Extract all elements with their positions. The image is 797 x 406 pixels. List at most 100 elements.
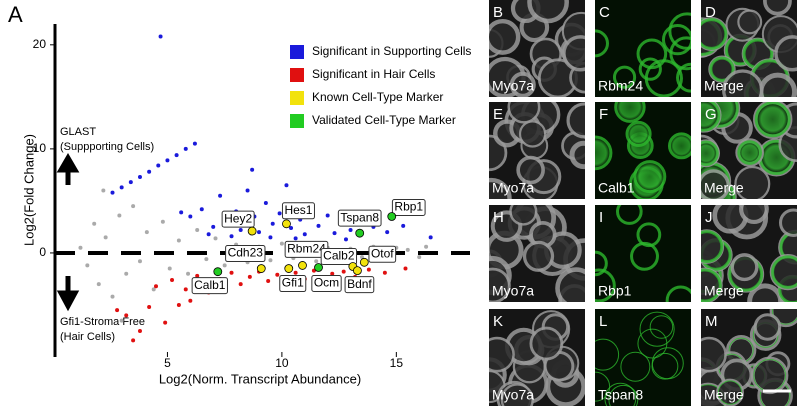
y-tick-label: 0 [39, 245, 46, 259]
point [229, 234, 234, 239]
cell [522, 240, 555, 272]
point [156, 163, 161, 168]
micrograph: H Myo7a [489, 205, 585, 302]
point [154, 284, 158, 289]
marker-point [353, 266, 362, 276]
legend-label: Validated Cell-Type Marker [312, 113, 456, 127]
panel-label: Tspan8 [598, 387, 643, 403]
x-tick-label: 15 [390, 356, 404, 370]
legend-label: Known Cell-Type Marker [312, 90, 443, 104]
cell [529, 326, 564, 361]
point [229, 270, 234, 275]
point [417, 255, 422, 260]
point [128, 180, 133, 185]
annotation: Gfi1-Stroma Free [60, 316, 145, 328]
point [170, 277, 175, 282]
point [119, 185, 124, 190]
image [489, 102, 585, 199]
gene-label-text: Calb1 [194, 278, 226, 292]
image [595, 309, 691, 406]
point [117, 213, 122, 218]
point [78, 245, 83, 250]
point [343, 237, 348, 242]
green-signal [620, 351, 651, 382]
point [245, 188, 250, 193]
gene-label: Rbp1 [391, 199, 426, 217]
point [167, 266, 172, 271]
panel-letter: M [705, 313, 718, 330]
gene-label: Calb1 [191, 277, 228, 295]
x-tick-label: 5 [164, 356, 171, 370]
gene-label-text: Hes1 [284, 203, 312, 217]
green-signal [638, 57, 662, 81]
image-bg [595, 0, 691, 97]
image [701, 102, 797, 199]
green-signal [701, 268, 722, 302]
marker-point [359, 257, 369, 267]
point [183, 287, 188, 292]
annotation: GLAST [60, 126, 96, 138]
x-axis-label: Log2(Norm. Transcript Abundance) [159, 371, 361, 386]
panel-label: Merge [704, 180, 744, 196]
point [131, 204, 136, 209]
point [257, 230, 261, 235]
cell [774, 35, 797, 72]
point [103, 235, 108, 240]
point [289, 225, 294, 230]
point [92, 221, 97, 226]
point [137, 259, 142, 264]
green-signal [595, 29, 609, 58]
down-arrow [56, 276, 80, 312]
point [119, 318, 124, 323]
image [595, 0, 691, 97]
green-signal [709, 56, 735, 82]
legend-swatch [290, 68, 304, 82]
point [101, 188, 106, 193]
micrograph: I Rbp1 [595, 205, 691, 302]
panel-label: Rbm24 [598, 78, 643, 94]
gene-label: Calb2 [320, 247, 358, 265]
micrograph: K Myo7a [489, 309, 585, 406]
cell [763, 0, 792, 16]
point [183, 146, 188, 151]
point [279, 241, 284, 246]
cell [769, 253, 797, 291]
green-signal [701, 230, 724, 264]
green-signal [630, 241, 659, 271]
gene-label: Hes1 [281, 202, 315, 220]
micrograph: C Rbm24 [595, 0, 691, 97]
green-signal [639, 311, 675, 347]
gene-label: Cdh23 [225, 245, 266, 263]
green-signal [754, 102, 791, 138]
point [131, 338, 136, 343]
point [137, 328, 142, 333]
gene-label: Hey2 [221, 210, 255, 228]
panel-letter: F [599, 106, 608, 123]
green-signal [701, 102, 721, 132]
point [199, 207, 204, 212]
marker-point [256, 264, 266, 273]
point [348, 228, 353, 233]
up-arrow [56, 153, 80, 185]
y-tick-label: 10 [33, 141, 47, 155]
gene-label-text: Hey2 [224, 211, 252, 225]
gene-label-text: Gfi1 [282, 276, 304, 290]
point [188, 214, 193, 219]
gene-label-box [279, 275, 307, 293]
cell [716, 378, 744, 406]
gene-label-text: Ocm [314, 276, 339, 290]
panel-label: Merge [704, 78, 744, 94]
green-signal [667, 132, 691, 160]
point [275, 272, 280, 277]
point [124, 313, 129, 318]
cell [489, 18, 521, 55]
cell [569, 140, 585, 170]
point [96, 282, 101, 287]
green-signal [595, 371, 611, 402]
point [424, 244, 429, 249]
gene-label: Rbm24 [284, 240, 329, 258]
point [382, 270, 387, 275]
cell [489, 177, 512, 199]
point [316, 223, 321, 228]
point [266, 279, 271, 284]
